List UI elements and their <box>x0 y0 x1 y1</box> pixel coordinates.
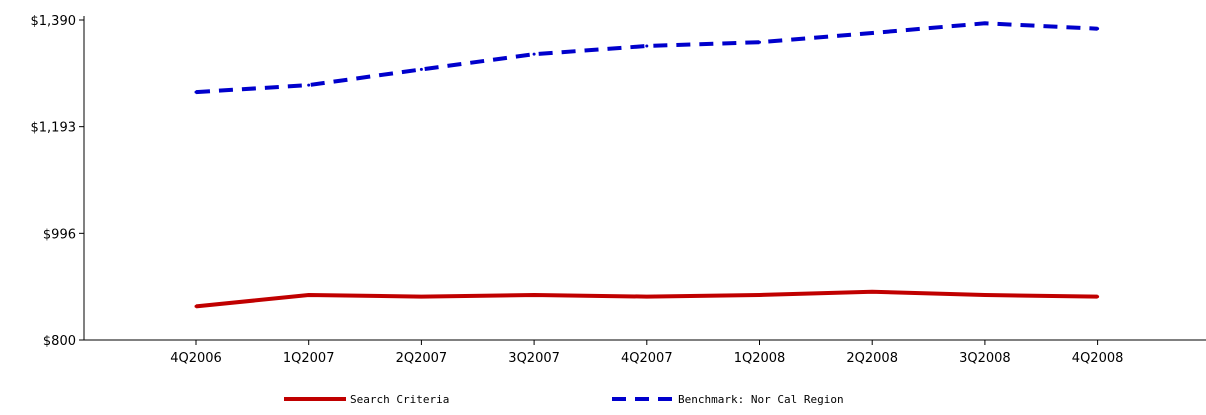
data-point <box>533 53 536 56</box>
data-point <box>533 293 536 296</box>
axes: $800 $996 $1,193 $1,390 4Q2006 1Q2007 2Q2007 3Q… <box>31 14 1206 366</box>
legend: Search Criteria Benchmark: Nor Cal Region <box>284 393 844 406</box>
legend-label-0: Search Criteria <box>350 393 449 406</box>
x-tick-label: 3Q2007 <box>508 351 560 366</box>
data-point <box>645 295 648 298</box>
x-tick-label: 4Q2006 <box>170 351 222 366</box>
series-lines <box>195 22 1100 308</box>
x-tick-label: 4Q2008 <box>1072 351 1124 366</box>
y-tick-label: $800 <box>43 334 76 349</box>
data-point <box>1096 295 1099 298</box>
data-point <box>420 68 423 71</box>
legend-label-1: Benchmark: Nor Cal Region <box>678 393 844 406</box>
data-point <box>645 45 648 48</box>
data-point <box>758 293 761 296</box>
data-point <box>983 293 986 296</box>
data-point <box>758 41 761 44</box>
y-tick-label: $1,193 <box>31 121 77 136</box>
data-point <box>195 91 198 94</box>
x-tick-label: 2Q2008 <box>846 351 898 366</box>
x-tick-label: 1Q2007 <box>283 351 335 366</box>
series-line-1 <box>196 23 1098 92</box>
x-tick-label: 4Q2007 <box>621 351 673 366</box>
data-point <box>307 84 310 87</box>
y-tick-label: $996 <box>43 227 76 242</box>
data-point <box>307 293 310 296</box>
data-point <box>420 295 423 298</box>
data-point <box>1096 27 1099 30</box>
data-point <box>871 290 874 293</box>
x-tick-label: 3Q2008 <box>959 351 1011 366</box>
y-tick-label: $1,390 <box>31 14 77 29</box>
series-line-0 <box>196 292 1098 307</box>
data-point <box>983 22 986 25</box>
x-tick-label: 1Q2008 <box>734 351 786 366</box>
data-point <box>195 305 198 308</box>
x-tick-label: 2Q2007 <box>396 351 448 366</box>
data-point <box>871 32 874 35</box>
